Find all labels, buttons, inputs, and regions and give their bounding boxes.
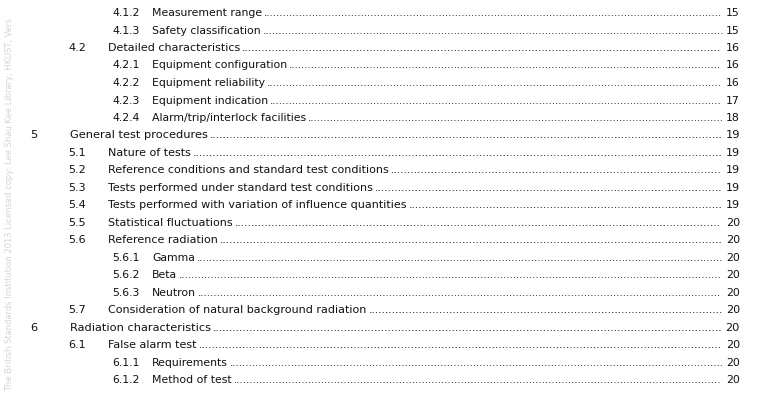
- Text: ................................................................................: ........................................…: [198, 287, 721, 297]
- Text: 6: 6: [30, 322, 37, 332]
- Text: Beta: Beta: [152, 270, 177, 280]
- Text: Tests performed under standard test conditions: Tests performed under standard test cond…: [108, 182, 373, 193]
- Text: ................................................................................: ........................................…: [289, 61, 721, 70]
- Text: ................................................................................: ........................................…: [230, 357, 724, 367]
- Text: ................................................................................: ........................................…: [199, 339, 722, 350]
- Text: Consideration of natural background radiation: Consideration of natural background radi…: [108, 305, 367, 315]
- Text: 20: 20: [726, 322, 740, 332]
- Text: ................................................................................: ........................................…: [197, 252, 724, 262]
- Text: ................................................................................: ........................................…: [242, 43, 721, 53]
- Text: ................................................................................: ........................................…: [234, 375, 721, 384]
- Text: 5.2: 5.2: [68, 165, 86, 175]
- Text: 19: 19: [726, 182, 740, 193]
- Text: Nature of tests: Nature of tests: [108, 148, 191, 157]
- Text: 20: 20: [726, 339, 740, 350]
- Text: Equipment indication: Equipment indication: [152, 95, 268, 105]
- Text: 19: 19: [726, 148, 740, 157]
- Text: ................................................................................: ........................................…: [179, 270, 722, 280]
- Text: ................................................................................: ........................................…: [368, 305, 723, 315]
- Text: Reference conditions and standard test conditions: Reference conditions and standard test c…: [108, 165, 389, 175]
- Text: Gamma: Gamma: [152, 252, 195, 262]
- Text: ................................................................................: ........................................…: [220, 235, 723, 245]
- Text: Equipment configuration: Equipment configuration: [152, 61, 287, 70]
- Text: 20: 20: [726, 218, 740, 227]
- Text: 16: 16: [727, 78, 740, 88]
- Text: False alarm test: False alarm test: [108, 339, 196, 350]
- Text: 4.2.1: 4.2.1: [112, 61, 139, 70]
- Text: 6.1: 6.1: [68, 339, 86, 350]
- Text: 5.6: 5.6: [68, 235, 86, 245]
- Text: 4.2.3: 4.2.3: [112, 95, 139, 105]
- Text: Requirements: Requirements: [152, 357, 228, 367]
- Text: ................................................................................: ........................................…: [390, 165, 721, 175]
- Text: ................................................................................: ........................................…: [264, 8, 723, 18]
- Text: 20: 20: [726, 357, 740, 367]
- Text: ................................................................................: ........................................…: [263, 25, 724, 36]
- Text: 5.6.2: 5.6.2: [112, 270, 139, 280]
- Text: Statistical fluctuations: Statistical fluctuations: [108, 218, 232, 227]
- Text: ................................................................................: ........................................…: [213, 322, 723, 332]
- Text: 6.1.2: 6.1.2: [112, 375, 139, 384]
- Text: 5.5: 5.5: [68, 218, 86, 227]
- Text: General test procedures: General test procedures: [70, 130, 208, 140]
- Text: 16: 16: [727, 61, 740, 70]
- Text: Alarm/trip/interlock facilities: Alarm/trip/interlock facilities: [152, 113, 306, 123]
- Text: 20: 20: [726, 305, 740, 315]
- Text: 5: 5: [30, 130, 37, 140]
- Text: Safety classification: Safety classification: [152, 25, 261, 36]
- Text: Measurement range: Measurement range: [152, 8, 262, 18]
- Text: ................................................................................: ........................................…: [267, 78, 722, 88]
- Text: 18: 18: [727, 113, 740, 123]
- Text: 4.2: 4.2: [68, 43, 86, 53]
- Text: ................................................................................: ........................................…: [375, 182, 723, 193]
- Text: Method of test: Method of test: [152, 375, 231, 384]
- Text: Tests performed with variation of influence quantities: Tests performed with variation of influe…: [108, 200, 406, 210]
- Text: ................................................................................: ........................................…: [235, 218, 720, 227]
- Text: 20: 20: [726, 235, 740, 245]
- Text: 19: 19: [726, 165, 740, 175]
- Text: ................................................................................: ........................................…: [409, 200, 723, 210]
- Text: Radiation characteristics: Radiation characteristics: [70, 322, 211, 332]
- Text: Neutron: Neutron: [152, 287, 196, 297]
- Text: The British Standards Institution 2013 Licensed copy: Lee Shau Kee Library, HKUS: The British Standards Institution 2013 L…: [5, 18, 15, 391]
- Text: 17: 17: [727, 95, 740, 105]
- Text: 6.1.1: 6.1.1: [112, 357, 139, 367]
- Text: 20: 20: [726, 287, 740, 297]
- Text: 4.2.2: 4.2.2: [112, 78, 139, 88]
- Text: 5.3: 5.3: [68, 182, 86, 193]
- Text: 20: 20: [726, 270, 740, 280]
- Text: 16: 16: [726, 43, 740, 53]
- Text: 5.6.3: 5.6.3: [112, 287, 139, 297]
- Text: ................................................................................: ........................................…: [270, 95, 722, 105]
- Text: 20: 20: [726, 252, 740, 262]
- Text: ................................................................................: ........................................…: [308, 113, 724, 123]
- Text: 5.6.1: 5.6.1: [112, 252, 139, 262]
- Text: 5.1: 5.1: [68, 148, 86, 157]
- Text: 4.1.2: 4.1.2: [112, 8, 139, 18]
- Text: 20: 20: [726, 375, 740, 384]
- Text: 19: 19: [726, 130, 740, 140]
- Text: Detailed characteristics: Detailed characteristics: [108, 43, 240, 53]
- Text: Equipment reliability: Equipment reliability: [152, 78, 265, 88]
- Text: ................................................................................: ........................................…: [193, 148, 723, 157]
- Text: 4.1.3: 4.1.3: [112, 25, 139, 36]
- Text: 5.7: 5.7: [68, 305, 86, 315]
- Text: 4.2.4: 4.2.4: [112, 113, 139, 123]
- Text: 15: 15: [727, 25, 740, 36]
- Text: 19: 19: [726, 200, 740, 210]
- Text: Reference radiation: Reference radiation: [108, 235, 218, 245]
- Text: 15: 15: [727, 8, 740, 18]
- Text: ................................................................................: ........................................…: [210, 130, 723, 140]
- Text: 5.4: 5.4: [68, 200, 86, 210]
